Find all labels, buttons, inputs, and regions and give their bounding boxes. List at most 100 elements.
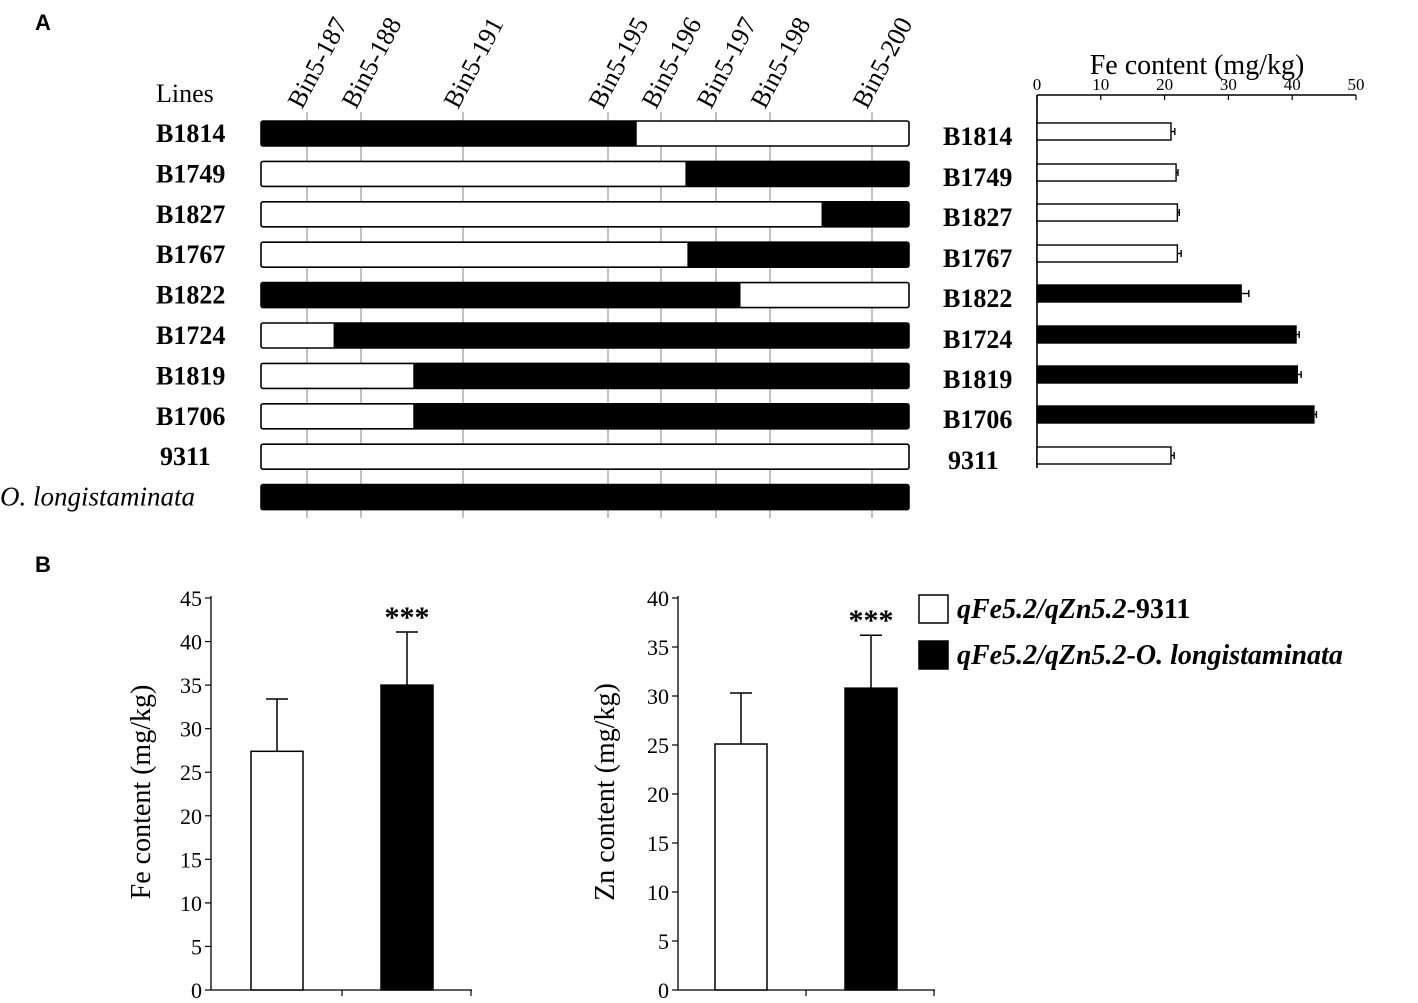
genotype-segment <box>413 363 909 389</box>
zn-y-tick-label: 0 <box>658 978 669 1003</box>
fe-y-tick-label: 5 <box>191 934 202 959</box>
genotype-segment <box>261 161 686 187</box>
zn-bar <box>844 687 898 991</box>
genotype-row: B1827 <box>156 200 910 229</box>
fe-y-tick-label: 20 <box>180 804 202 829</box>
zn-bar <box>714 743 768 991</box>
zn-y-tick-label: 35 <box>647 635 669 660</box>
chromosome-bar-outline <box>260 443 910 471</box>
marker-label: Bin5-200 <box>847 12 919 112</box>
zn-y-tick-label: 30 <box>647 684 669 709</box>
legend: qFe5.2/qZn5.2-9311 qFe5.2/qZn5.2-O. long… <box>918 594 1343 671</box>
chromosome-bar-outline <box>260 241 910 268</box>
genotype-rows: B1814 B1749 B1827 B1767 B1822 B1724 B1819 B1706… <box>0 119 910 512</box>
fe-y-tick-label: 0 <box>191 978 202 1003</box>
chromosome-bar-outline <box>260 120 910 147</box>
zn-y-tick-label: 25 <box>647 733 669 758</box>
genotype-segment <box>636 121 909 146</box>
genotype-segment <box>261 363 414 389</box>
line-name: B1724 <box>156 321 225 350</box>
line-name: B1767 <box>156 240 225 269</box>
zn-y-tick-label: 10 <box>647 880 669 905</box>
hbar-marks: B1814 B1749 B1827 B1767 B1822 B1724 B1819 B1706… <box>943 122 1318 475</box>
hbar-bar <box>1036 325 1297 344</box>
hbar-category-label: B1822 <box>943 284 1012 313</box>
fe-y-tick-label: 35 <box>180 673 202 698</box>
fe-bar <box>380 684 434 991</box>
zn-y-tick-label: 20 <box>647 782 669 807</box>
hbar-x-tick-label: 40 <box>1284 75 1301 94</box>
hbar-bar <box>1036 163 1177 182</box>
line-name: B1819 <box>156 361 225 390</box>
genotype-segment <box>261 201 822 227</box>
line-name: B1822 <box>156 281 225 310</box>
hbar-bar <box>1036 244 1179 263</box>
genotype-row: B1822 <box>156 281 910 310</box>
genotype-row: 9311 <box>160 442 910 471</box>
zn-y-tick-label: 15 <box>647 831 669 856</box>
genotype-segment <box>261 403 414 429</box>
genotype-segment <box>261 323 334 348</box>
fe-y-tick-label: 15 <box>180 847 202 872</box>
chromosome-bar-outline <box>260 201 910 228</box>
line-name: B1814 <box>156 119 225 148</box>
hbar-bar <box>1036 405 1315 424</box>
fe-content-chart: Fe content (mg/kg) 0 5 10 15 20 25 30 35 40 45 *** <box>126 586 472 1003</box>
fe-y-tick-label: 30 <box>180 717 202 742</box>
hbar-x-tick-label: 0 <box>1033 75 1042 94</box>
zn-y-tick-label: 5 <box>658 929 669 954</box>
hbar-x-tick-label: 30 <box>1220 75 1237 94</box>
hbar-category-label: B1706 <box>943 405 1012 434</box>
chromosome-bar-outline <box>260 322 910 349</box>
chromosome-bar-outline <box>260 402 910 430</box>
marker-label: Bin5-191 <box>438 12 510 112</box>
legend-label-olong-suffix: -O. longistaminata <box>1127 640 1343 671</box>
hbar-bar <box>1036 284 1242 303</box>
lines-header: Lines <box>156 79 214 108</box>
genotype-row: B1749 <box>156 159 910 188</box>
legend-swatch-9311 <box>918 594 949 624</box>
zn-y-tick-label: 40 <box>647 586 669 611</box>
chromosome-bar-outline <box>260 483 910 511</box>
genotype-segment <box>413 403 909 429</box>
genotype-row: B1724 <box>156 321 910 350</box>
hbar-category-label: B1819 <box>943 365 1012 394</box>
panel-label-a: A <box>35 10 51 35</box>
chromosome-bar-outline <box>260 362 910 390</box>
hbar-x-tick-label: 50 <box>1348 75 1365 94</box>
genotype-row: O. longistaminata <box>0 482 910 512</box>
legend-label-9311: qFe5.2/qZn5.2-9311 <box>957 594 1190 625</box>
fe-y-tick-label: 25 <box>180 760 202 785</box>
legend-swatch-olong <box>918 640 949 670</box>
chromosome-bar-outline <box>260 160 910 188</box>
fe-line-chart: Fe content (mg/kg) 0 10 20 30 40 50 B1814 B174… <box>943 50 1365 475</box>
fe-ylabel: Fe content (mg/kg) <box>126 685 157 900</box>
hbar-bar <box>1036 365 1299 384</box>
zn-significance: *** <box>849 604 894 637</box>
legend-label-olong: qFe5.2/qZn5.2-O. longistaminata <box>957 640 1343 671</box>
hbar-bar <box>1036 203 1179 222</box>
genotype-segment <box>261 242 688 268</box>
hbar-category-label: B1767 <box>943 244 1012 273</box>
line-name: B1827 <box>156 200 225 229</box>
legend-label-9311-prefix: qFe5.2/qZn5.2 <box>957 594 1127 625</box>
fe-y-tick-label: 45 <box>180 586 202 611</box>
chromosome-bar-outline <box>260 281 910 309</box>
fe-y-tick-label: 40 <box>180 630 202 655</box>
genotype-segment <box>333 323 909 348</box>
genotype-segment <box>261 444 909 470</box>
genotype-row: B1819 <box>156 361 910 390</box>
genotype-segment <box>261 282 741 308</box>
genotype-segment <box>261 121 637 146</box>
genotype-segment <box>261 484 909 510</box>
line-name: O. longistaminata <box>0 482 195 512</box>
genotype-row: B1814 <box>156 119 910 148</box>
line-name: B1749 <box>156 159 225 188</box>
zn-content-chart: Zn content (mg/kg) 0 5 10 15 20 25 30 35 40 *** <box>590 586 935 1003</box>
line-name: B1706 <box>156 402 225 431</box>
hbar-category-label: B1827 <box>943 203 1012 232</box>
hbar-x-tick-label: 10 <box>1092 75 1109 94</box>
genotype-segment <box>821 201 909 227</box>
